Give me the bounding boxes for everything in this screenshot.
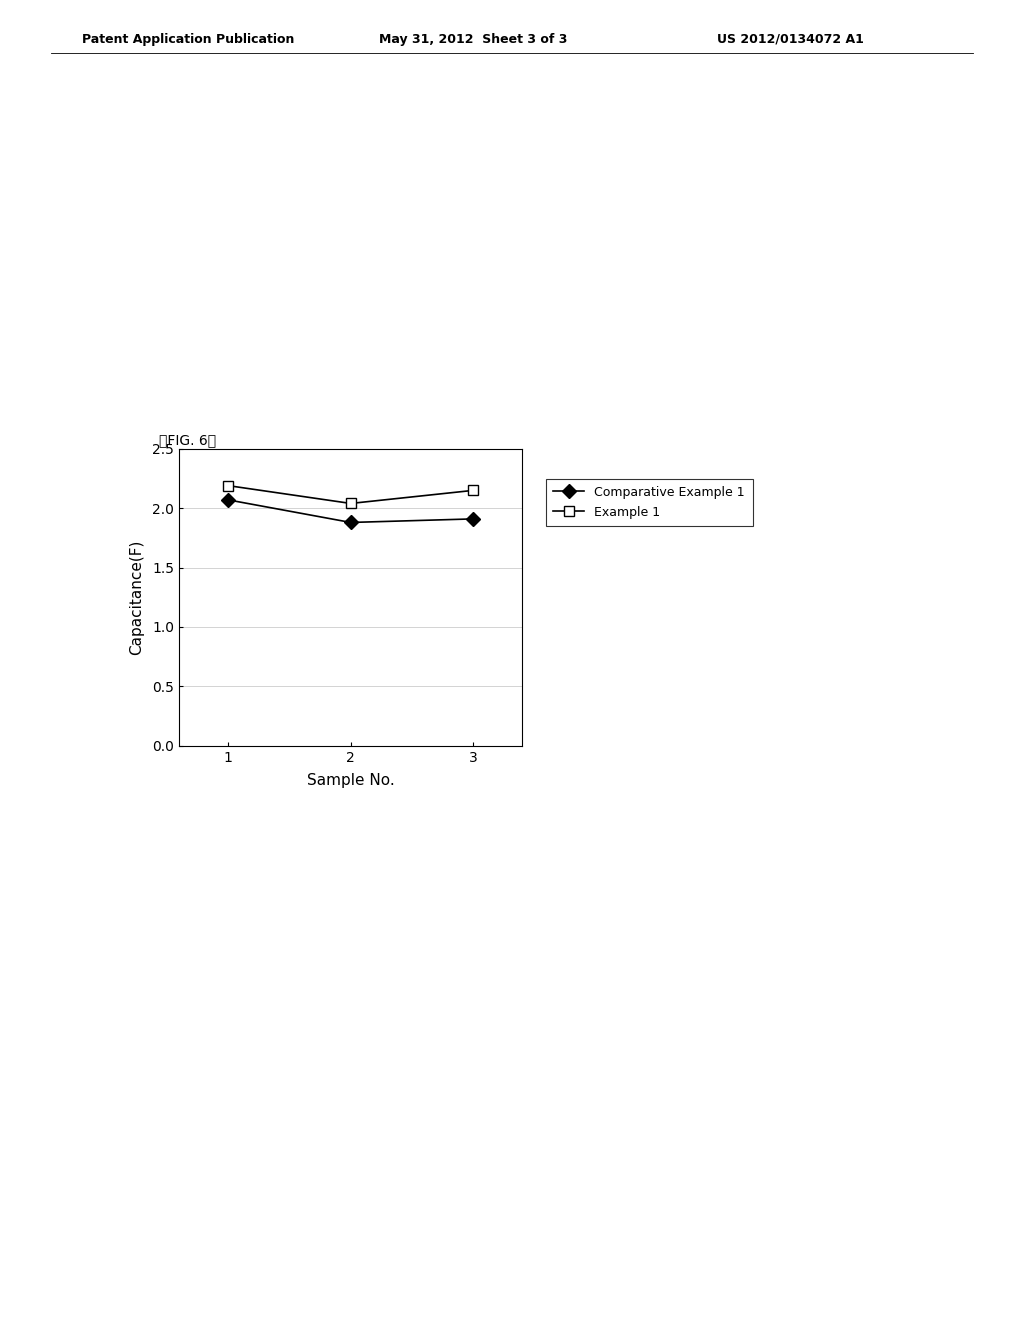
Comparative Example 1 <box>222 492 234 508</box>
Line: Example 1: Example 1 <box>223 480 478 508</box>
Text: 【FIG. 6】: 【FIG. 6】 <box>159 433 216 447</box>
Text: Patent Application Publication: Patent Application Publication <box>82 33 294 46</box>
Example 1 <box>467 482 479 498</box>
Text: May 31, 2012  Sheet 3 of 3: May 31, 2012 Sheet 3 of 3 <box>379 33 567 46</box>
Y-axis label: Capacitance(F): Capacitance(F) <box>129 540 144 655</box>
Legend: Comparative Example 1, Example 1: Comparative Example 1, Example 1 <box>546 479 753 527</box>
X-axis label: Sample No.: Sample No. <box>307 774 394 788</box>
Comparative Example 1 <box>344 515 357 531</box>
Line: Comparative Example 1: Comparative Example 1 <box>223 495 478 527</box>
Example 1 <box>222 478 234 494</box>
Comparative Example 1 <box>467 511 479 527</box>
Example 1 <box>344 495 357 511</box>
Text: US 2012/0134072 A1: US 2012/0134072 A1 <box>717 33 863 46</box>
